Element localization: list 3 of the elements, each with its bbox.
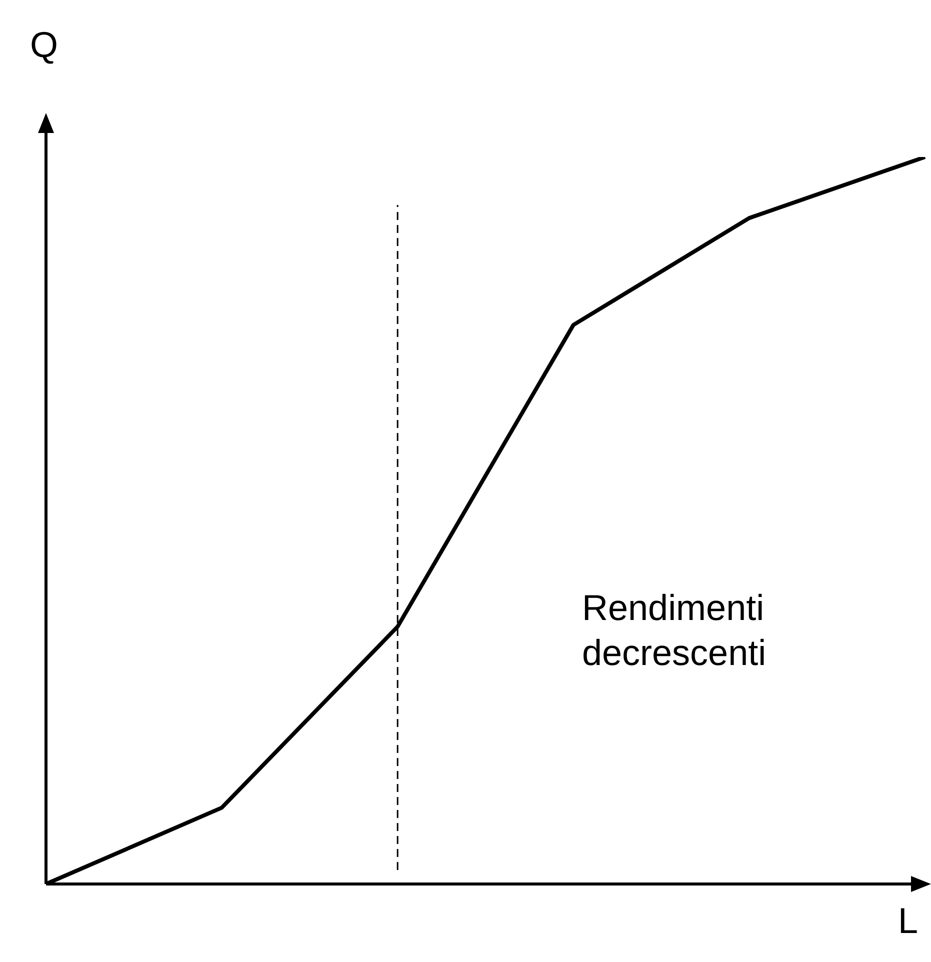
y-axis-title: Q: [30, 23, 58, 67]
x-axis-title: L: [898, 899, 918, 943]
annotation: Rendimenti decrescenti: [582, 586, 768, 675]
